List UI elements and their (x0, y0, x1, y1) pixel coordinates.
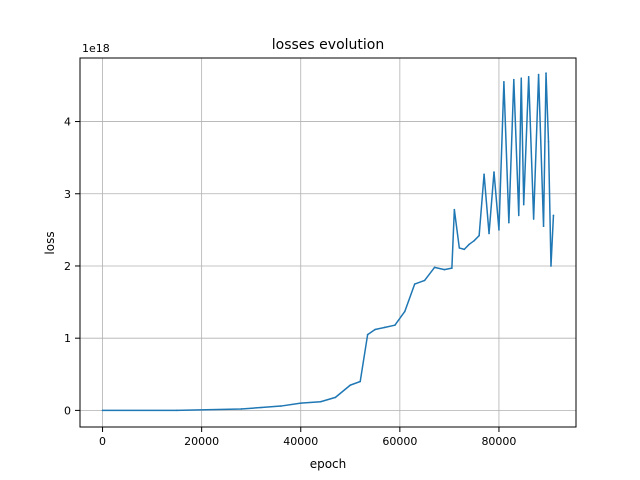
loss-data-point (280, 405, 282, 407)
loss-data-point (468, 243, 471, 246)
loss-data-point (413, 283, 416, 285)
loss-data-point (498, 229, 500, 231)
loss-data-point (547, 140, 550, 143)
loss-data-point (334, 396, 337, 399)
loss-data-point (451, 267, 453, 269)
loss-data-point (493, 171, 495, 173)
loss-data-point (483, 173, 485, 176)
loss-data-point (520, 77, 523, 80)
loss-data-point (101, 409, 104, 412)
loss-data-point (463, 248, 466, 251)
loss-data-point (366, 333, 369, 336)
loss-data-point (527, 75, 530, 78)
loss-data-point (453, 208, 456, 211)
y-tick-label: 4 (64, 116, 71, 129)
y-tick-label: 2 (64, 260, 71, 273)
loss-data-point (404, 310, 406, 313)
loss-data-point (552, 214, 555, 217)
loss-data-point (443, 268, 446, 271)
y-tick-label: 0 (64, 404, 71, 417)
loss-data-point (550, 265, 552, 267)
loss-data-point (542, 225, 545, 228)
chart-title: losses evolution (272, 37, 384, 53)
loss-data-point (240, 408, 243, 410)
loss-data-point (423, 279, 426, 282)
loss-data-point (473, 239, 475, 242)
x-axis-label: epoch (310, 457, 347, 471)
loss-data-point (522, 203, 525, 206)
loss-data-point (433, 266, 436, 269)
x-tick-label: 0 (99, 435, 106, 448)
y-axis-label: loss (43, 231, 57, 254)
y-tick-label: 3 (64, 188, 71, 201)
loss-data-point (513, 78, 515, 81)
loss-data-point (537, 73, 540, 76)
loss-data-point (458, 247, 461, 249)
loss-data-point (319, 400, 322, 403)
loss-data-point (260, 406, 262, 409)
loss-data-point (478, 234, 480, 237)
loss-data-point (374, 328, 376, 331)
loss-data-point (545, 72, 547, 74)
loss-series-line (101, 72, 555, 412)
loss-data-point (488, 232, 490, 235)
loss-data-point (517, 214, 520, 217)
plot-frame (79, 57, 577, 428)
plot-line-layer (101, 72, 555, 412)
y-tick-label: 1 (64, 332, 71, 345)
loss-data-point (299, 402, 302, 404)
y-axis-offset-label: 1e18 (82, 42, 110, 55)
loss-data-point (508, 221, 510, 224)
y-axis-ticks: 0 1 2 3 4 (64, 116, 80, 417)
loss-data-point (359, 380, 362, 383)
loss-data-point (394, 324, 396, 326)
x-tick-label: 60000 (382, 435, 417, 448)
loss-data-point (176, 409, 178, 412)
loss-data-point (532, 218, 535, 220)
loss-data-point (349, 384, 352, 386)
x-axis-ticks: 0 20000 40000 60000 80000 (99, 427, 516, 448)
loss-data-point (503, 81, 505, 83)
x-tick-label: 40000 (283, 435, 318, 448)
x-tick-label: 80000 (481, 435, 516, 448)
x-tick-label: 20000 (184, 435, 219, 448)
loss-data-point (384, 326, 386, 329)
